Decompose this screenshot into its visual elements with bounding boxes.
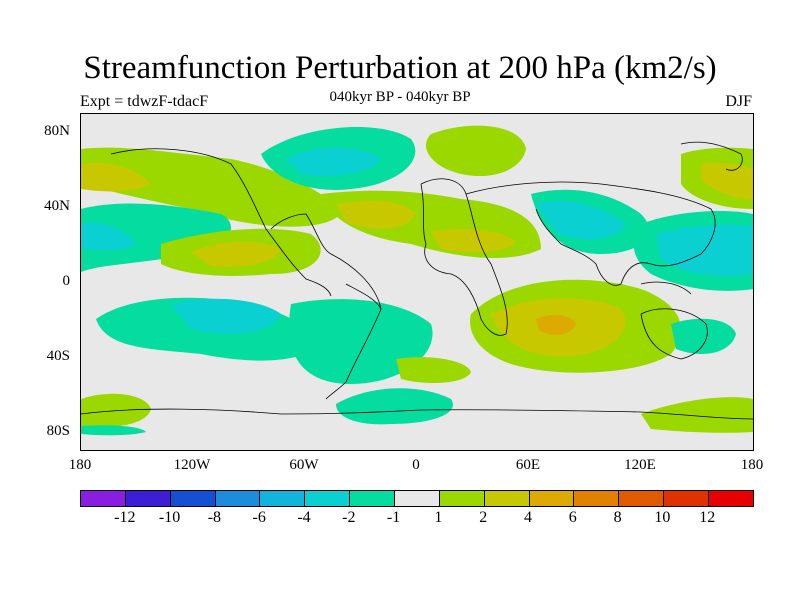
colorbar-label: -8 — [207, 509, 222, 526]
colorbar-swatch — [305, 491, 351, 506]
colorbar-label: 4 — [524, 509, 532, 526]
colorbar-swatch — [125, 491, 171, 506]
colorbar-swatch — [439, 491, 485, 506]
y-tick-label: 0 — [62, 273, 71, 289]
colorbar-swatch — [350, 491, 396, 506]
x-tick-label: 60E — [515, 457, 541, 473]
x-tick-label: 180 — [740, 457, 764, 473]
colorbar-label: -10 — [158, 509, 181, 526]
colorbar-label: -12 — [114, 509, 136, 526]
y-tick-label: 40N — [44, 198, 70, 214]
colorbar-label: 12 — [699, 509, 716, 526]
colorbar-label: 1 — [434, 509, 443, 526]
x-tick-label: 0 — [412, 457, 420, 473]
colorbar-swatch — [395, 491, 440, 506]
map-panel — [80, 113, 754, 451]
colorbar-label: 8 — [613, 509, 622, 526]
colorbar-label: -1 — [386, 509, 401, 526]
colorbar-label: -4 — [297, 509, 311, 526]
experiment-label: Expt = tdwzF-tdacF — [80, 93, 209, 110]
colorbar-swatch — [709, 491, 753, 506]
colorbar-swatch — [170, 491, 216, 506]
x-tick-label: 180 — [68, 457, 92, 473]
colorbar-label: -6 — [252, 509, 266, 526]
season-label: DJF — [725, 93, 752, 110]
colorbar-swatch — [215, 491, 261, 506]
period-label: 040kyr BP - 040kyr BP — [329, 89, 471, 105]
y-tick-label: 80N — [44, 123, 70, 139]
colorbar-swatch — [529, 491, 575, 506]
x-tick-label: 120E — [624, 457, 656, 473]
colorbar-swatch — [664, 491, 710, 506]
colorbar-swatch — [81, 491, 126, 506]
coastlines — [81, 141, 753, 420]
colorbar-swatch — [484, 491, 530, 506]
colorbar-swatch — [619, 491, 665, 506]
colorbar-label: -2 — [342, 509, 356, 526]
x-tick-label: 120W — [173, 457, 211, 473]
colorbar-label: 10 — [654, 509, 671, 526]
colorbar — [80, 490, 754, 507]
contour-fill — [81, 125, 753, 436]
y-tick-label: 80S — [46, 423, 70, 439]
map-title: Streamfunction Perturbation at 200 hPa (… — [83, 50, 717, 86]
x-tick-label: 60W — [289, 457, 319, 473]
colorbar-label: 2 — [479, 509, 488, 526]
colorbar-swatch — [574, 491, 620, 506]
colorbar-label: 6 — [568, 509, 577, 526]
streamfunction-field — [81, 125, 753, 436]
colorbar-swatch — [260, 491, 306, 506]
y-tick-label: 40S — [46, 348, 70, 364]
